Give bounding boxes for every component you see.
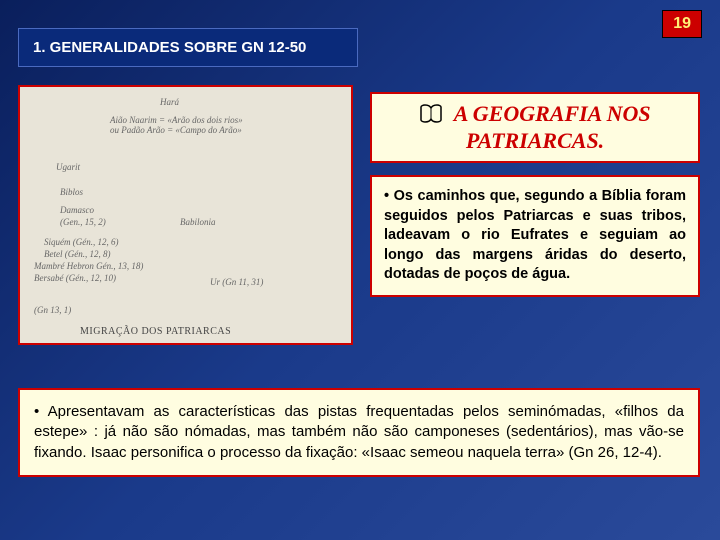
map-label: (Gn 13, 1) [34,305,71,315]
map-label: Hará [160,97,179,107]
page-number: 19 [662,10,702,38]
section-header: 1. GENERALIDADES SOBRE GN 12-50 [18,28,358,67]
title-text: A GEOGRAFIA NOS PATRIARCAS. [454,101,651,153]
map-label: Ugarit [56,162,80,172]
map-label: Babilonia [180,217,216,227]
map-label: Betel (Gén., 12, 8) [44,249,110,259]
map-label: Biblos [60,187,83,197]
map-label: Siquém (Gén., 12, 6) [44,237,118,247]
map-label: (Gen., 15, 2) [60,217,106,227]
map-figure: Hará Aião Naarim = «Arão dos dois rios» … [18,85,353,345]
body-paragraph-1: • Os caminhos que, segundo a Bíblia fora… [370,175,700,297]
title-panel: A GEOGRAFIA NOS PATRIARCAS. [370,92,700,163]
map-label: Mambré Hebron Gén., 13, 18) [34,261,143,271]
map-caption: MIGRAÇÃO DOS PATRIARCAS [80,326,231,337]
map-label: Aião Naarim = «Arão dos dois rios» ou Pa… [110,115,243,135]
map-label: Ur (Gn 11, 31) [210,277,263,287]
map-label: Damasco [60,205,94,215]
map-label: Bersabé (Gén., 12, 10) [34,273,116,283]
body-paragraph-2: • Apresentavam as características das pi… [18,388,700,477]
book-icon [419,104,443,129]
